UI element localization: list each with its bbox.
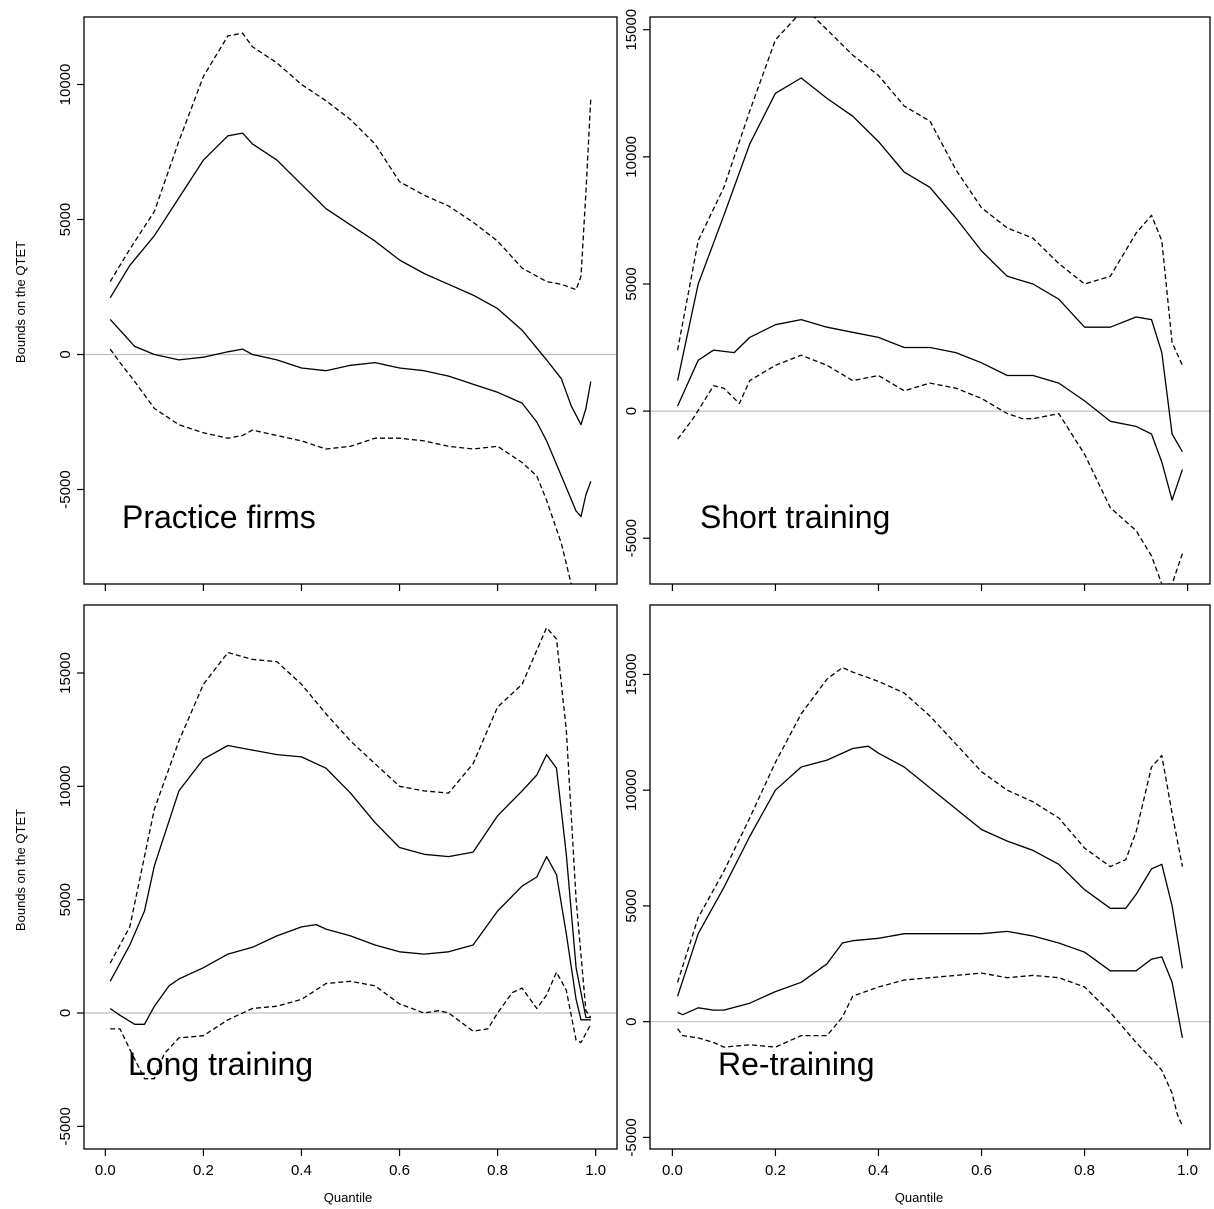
panel-re-training: -5000 0 5000 10000 15000 0.0 0.2 0.4 0.6 0.8 1.0 Re…	[623, 604, 1211, 1179]
series-lower-bound	[677, 318, 1184, 501]
x-tick-label: 0.8	[1074, 1162, 1095, 1179]
y-tick-label: -5000	[57, 1107, 74, 1145]
series-lower-confidence-bound	[109, 348, 572, 584]
x-axis-title-right: Quantile	[895, 1190, 943, 1205]
panel-label: Short training	[700, 499, 890, 535]
y-tick-label: 0	[623, 1018, 640, 1026]
y-tick-label: 5000	[57, 883, 74, 916]
series-upper-bound	[109, 744, 591, 1019]
y-tick-label: 5000	[57, 203, 74, 236]
series-lower-confidence-bound	[677, 354, 1184, 584]
x-tick-label: 0.4	[291, 1162, 312, 1179]
x-tick-label: 0.2	[193, 1162, 214, 1179]
x-tick-label: 0.6	[389, 1162, 410, 1179]
y-tick-label: 10000	[57, 64, 74, 106]
series-lower-bound	[677, 930, 1184, 1039]
series-upper-bound	[676, 77, 1183, 453]
x-tick-label: 0.2	[765, 1162, 786, 1179]
series-upper-bound	[676, 745, 1184, 997]
x-tick-label: 1.0	[1177, 1162, 1198, 1179]
y-tick-label: 0	[57, 350, 74, 358]
y-tick-label: -5000	[623, 1118, 640, 1156]
x-tick-label: 1.0	[585, 1162, 606, 1179]
panel-practice-firms: -5000 0 5000 10000 Practice firms	[57, 16, 618, 591]
x-axis-title-left: Quantile	[324, 1190, 372, 1205]
y-axis-title-bottom: Bounds on the QTET	[13, 809, 28, 931]
y-tick-label: 15000	[623, 654, 640, 696]
y-tick-label: 10000	[623, 769, 640, 811]
series-lower-confidence-bound	[110, 971, 592, 1080]
x-tick-label: 0.4	[868, 1162, 889, 1179]
x-tick-label: 0.6	[971, 1162, 992, 1179]
y-tick-label: 15000	[623, 9, 640, 51]
panel-short-training: -5000 0 5000 10000 15000 Short training	[623, 9, 1211, 591]
series-upper-bound	[109, 132, 592, 426]
x-tick-label: 0.8	[487, 1162, 508, 1179]
series-lower-bound	[109, 855, 591, 1025]
series-upper-confidence-bound	[109, 32, 592, 291]
series-upper-confidence-bound	[676, 666, 1184, 983]
series-lower-confidence-bound	[677, 972, 1183, 1127]
panel-long-training: -5000 0 5000 10000 15000 0.0 0.2 0.4 0.6 0.8 1.0 Lo…	[57, 604, 618, 1179]
panel-label: Re-training	[718, 1046, 875, 1082]
series-upper-confidence-bound	[676, 17, 1183, 366]
y-tick-label: 0	[623, 407, 640, 415]
y-tick-label: -5000	[57, 470, 74, 508]
y-tick-label: 0	[57, 1009, 74, 1017]
y-tick-label: 5000	[623, 889, 640, 922]
plot-frame	[83, 16, 618, 585]
y-tick-label: 10000	[57, 765, 74, 807]
y-tick-label: 15000	[57, 652, 74, 694]
plot-frame	[649, 16, 1211, 585]
x-tick-label: 0.0	[662, 1162, 683, 1179]
y-tick-label: 10000	[623, 136, 640, 178]
y-axis-title-top: Bounds on the QTET	[13, 241, 28, 363]
y-tick-label: -5000	[623, 519, 640, 557]
y-tick-label: 5000	[623, 267, 640, 300]
plot-frame	[83, 604, 618, 1150]
series-lower-bound	[109, 318, 592, 518]
plot-frame	[649, 604, 1211, 1150]
panel-label: Long training	[128, 1046, 313, 1082]
panel-label: Practice firms	[122, 499, 316, 535]
x-tick-label: 0.0	[95, 1162, 116, 1179]
series-upper-confidence-bound	[109, 627, 592, 1018]
